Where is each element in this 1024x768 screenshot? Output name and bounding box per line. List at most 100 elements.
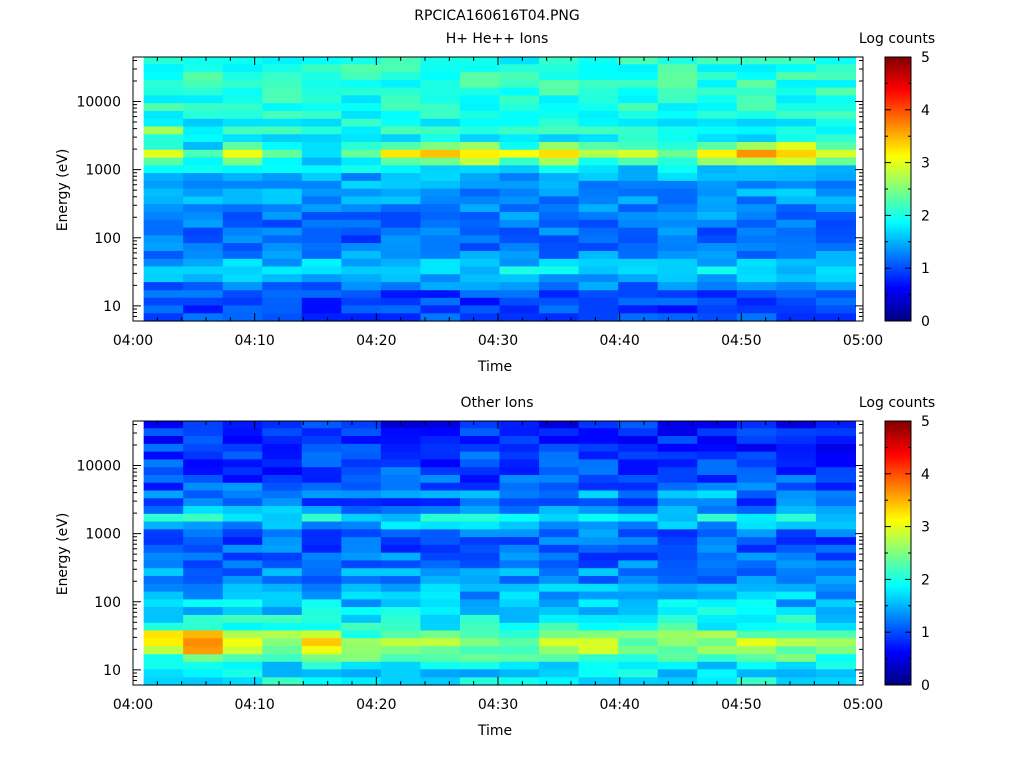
spectrogram-cell xyxy=(183,435,224,444)
spectrogram-cell xyxy=(262,637,303,647)
spectrogram-cell xyxy=(736,435,777,444)
spectrogram-cell xyxy=(657,164,698,174)
spectrogram-cell xyxy=(183,591,224,600)
y-axis-label: Energy (eV) xyxy=(55,149,71,232)
spectrogram-cell xyxy=(697,513,738,522)
spectrogram-cell xyxy=(776,591,817,600)
spectrogram-cell xyxy=(618,242,659,251)
spectrogram-cell xyxy=(815,110,856,119)
spectrogram-cell xyxy=(657,629,698,639)
spectrogram-cell xyxy=(736,528,777,538)
spectrogram-cell xyxy=(539,505,580,514)
x-tick-label: 04:50 xyxy=(721,697,761,713)
spectrogram-cell xyxy=(222,234,263,244)
spectrogram-cell xyxy=(420,118,461,127)
spectrogram-cell xyxy=(815,653,856,662)
spectrogram-cell xyxy=(143,79,184,88)
spectrogram-cell xyxy=(459,513,501,522)
spectrogram-cell xyxy=(380,211,422,220)
spectrogram-cell xyxy=(420,513,461,522)
spectrogram-cell xyxy=(143,234,184,244)
spectrogram-cell xyxy=(222,79,263,88)
spectrogram-cell xyxy=(539,513,580,522)
spectrogram-cell xyxy=(618,110,659,119)
spectrogram-cell xyxy=(222,466,263,475)
spectrogram-cell xyxy=(539,57,580,65)
spectrogram-cell xyxy=(380,513,422,522)
spectrogram-cell xyxy=(697,141,738,150)
colorbar-scale xyxy=(884,420,912,686)
spectrogram-cell xyxy=(143,614,184,623)
figure-title: RPCICA160616T04.PNG xyxy=(414,8,579,24)
spectrogram-cell xyxy=(262,606,303,615)
spectrogram-cell xyxy=(657,653,698,662)
spectrogram-cell xyxy=(459,258,501,267)
spectrogram-cell xyxy=(420,505,461,514)
spectrogram-cell xyxy=(499,219,540,228)
spectrogram-cell xyxy=(815,598,856,608)
spectrogram-cell xyxy=(420,614,461,623)
x-tick-label: 04:10 xyxy=(234,697,274,713)
spectrogram-cell xyxy=(776,520,817,530)
spectrogram-cell xyxy=(499,489,540,499)
spectrogram-cell xyxy=(539,598,580,608)
spectrogram-cell xyxy=(815,458,856,468)
spectrogram-cell xyxy=(420,79,461,88)
spectrogram-cell xyxy=(697,637,738,647)
spectrogram-cell xyxy=(143,559,184,569)
spectrogram-cell xyxy=(420,57,461,65)
panel-title: Other Ions xyxy=(460,395,533,411)
spectrogram-cell xyxy=(222,57,263,65)
spectrogram-cell xyxy=(657,188,698,197)
spectrogram-cell xyxy=(301,133,342,143)
spectrogram-cell xyxy=(301,164,342,174)
spectrogram-cell xyxy=(618,172,659,181)
spectrogram-cell xyxy=(183,87,224,96)
spectrogram-cell xyxy=(143,474,184,483)
spectrogram-cell xyxy=(183,451,224,460)
spectrogram-cell xyxy=(499,559,540,569)
spectrogram-cell xyxy=(776,289,817,298)
spectrogram-cell xyxy=(618,211,659,220)
spectrogram-cell xyxy=(420,591,461,600)
spectrogram-cell xyxy=(380,172,422,181)
spectrogram-cell xyxy=(420,234,461,244)
spectrogram-cell xyxy=(143,195,184,205)
spectrogram-cell xyxy=(499,614,540,623)
spectrogram-cell xyxy=(578,552,619,561)
spectrogram-cell xyxy=(539,180,580,189)
spectrogram-cell xyxy=(618,188,659,197)
spectrogram-cell xyxy=(262,645,303,655)
spectrogram-cell xyxy=(143,668,184,678)
spectrogram-cell xyxy=(301,637,342,647)
spectrogram-cell xyxy=(539,497,580,507)
spectrogram-cell xyxy=(301,497,342,507)
spectrogram-cell xyxy=(657,482,698,491)
spectrogram-cell xyxy=(222,661,263,670)
spectrogram-cell xyxy=(578,536,619,545)
spectrogram-cell xyxy=(697,567,738,576)
spectrogram-cell xyxy=(420,668,461,678)
spectrogram-cell xyxy=(420,482,461,491)
spectrogram-cell xyxy=(380,195,422,205)
spectrogram-cell xyxy=(776,458,817,468)
spectrogram-cell xyxy=(578,164,619,174)
spectrogram-cell xyxy=(657,622,698,631)
spectrogram-cell xyxy=(657,474,698,483)
spectrogram-cell xyxy=(222,118,263,127)
spectrogram-cell xyxy=(776,552,817,561)
spectrogram-cell xyxy=(578,645,619,655)
x-tick-label: 04:40 xyxy=(599,697,639,713)
spectrogram-cell xyxy=(539,63,580,73)
spectrogram-cell xyxy=(301,606,342,615)
spectrogram-cell xyxy=(618,497,659,507)
spectrogram-cell xyxy=(183,505,224,514)
spectrogram-cell xyxy=(341,281,382,291)
spectrogram-cell xyxy=(657,614,698,623)
spectrogram-cell xyxy=(539,227,580,236)
spectrogram-cell xyxy=(499,653,540,662)
spectrogram-cell xyxy=(222,489,263,499)
spectrogram-cell xyxy=(262,156,303,166)
spectrogram-cell xyxy=(341,489,382,499)
spectrogram-cell xyxy=(183,281,224,291)
